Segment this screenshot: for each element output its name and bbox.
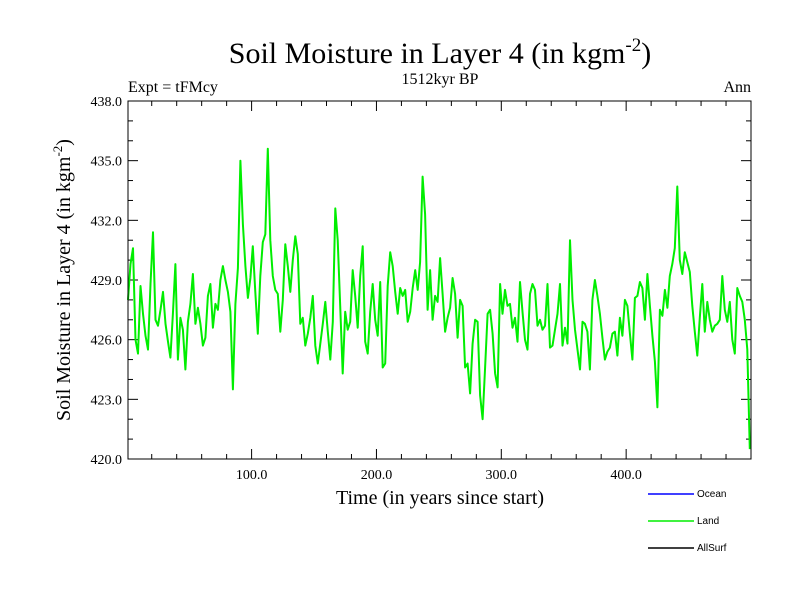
plot-frame	[127, 100, 752, 460]
x-tick-label: 400.0	[610, 468, 642, 483]
x-tick-label: 100.0	[236, 468, 268, 483]
chart-title: Soil Moisture in Layer 4 (in kgm-2)	[229, 35, 651, 70]
y-tick-label: 426.0	[91, 334, 123, 349]
x-tick-label: 300.0	[486, 468, 518, 483]
y-axis-label-close: )	[53, 139, 75, 146]
experiment-label: Expt = tFMcy	[128, 79, 218, 96]
chart-subtitle: 1512kyr BP	[402, 71, 479, 88]
x-axis-label: Time (in years since start)	[336, 487, 544, 509]
y-axis-label: Soil Moisture in Layer 4 (in kgm-2)	[50, 139, 75, 421]
y-tick-label: 432.0	[91, 214, 123, 229]
y-tick-label: 420.0	[91, 453, 123, 468]
series-line-land	[127, 147, 751, 450]
x-tick-label: 200.0	[361, 468, 393, 483]
legend-label-land: Land	[697, 516, 719, 527]
chart-title-main: Soil Moisture in Layer 4 (in kgm	[229, 37, 626, 70]
chart-title-close: )	[641, 37, 651, 70]
y-axis-label-sup: -2	[50, 146, 65, 157]
y-axis-label-main: Soil Moisture in Layer 4 (in kgm	[53, 156, 75, 421]
legend-label-allsurf: AllSurf	[697, 543, 727, 554]
y-tick-label: 429.0	[91, 274, 123, 289]
season-label: Ann	[723, 79, 751, 96]
y-tick-label: 423.0	[91, 393, 123, 408]
legend: Ocean Land AllSurf	[648, 489, 727, 554]
legend-label-ocean: Ocean	[697, 489, 726, 500]
y-tick-label: 435.0	[91, 155, 123, 170]
axis-tick-labels: 420.0 423.0 426.0 429.0 432.0 435.0 438.0 100.0…	[91, 95, 642, 483]
plot-series	[127, 147, 751, 450]
y-tick-label: 438.0	[91, 95, 123, 110]
chart-title-sup: -2	[625, 35, 641, 56]
